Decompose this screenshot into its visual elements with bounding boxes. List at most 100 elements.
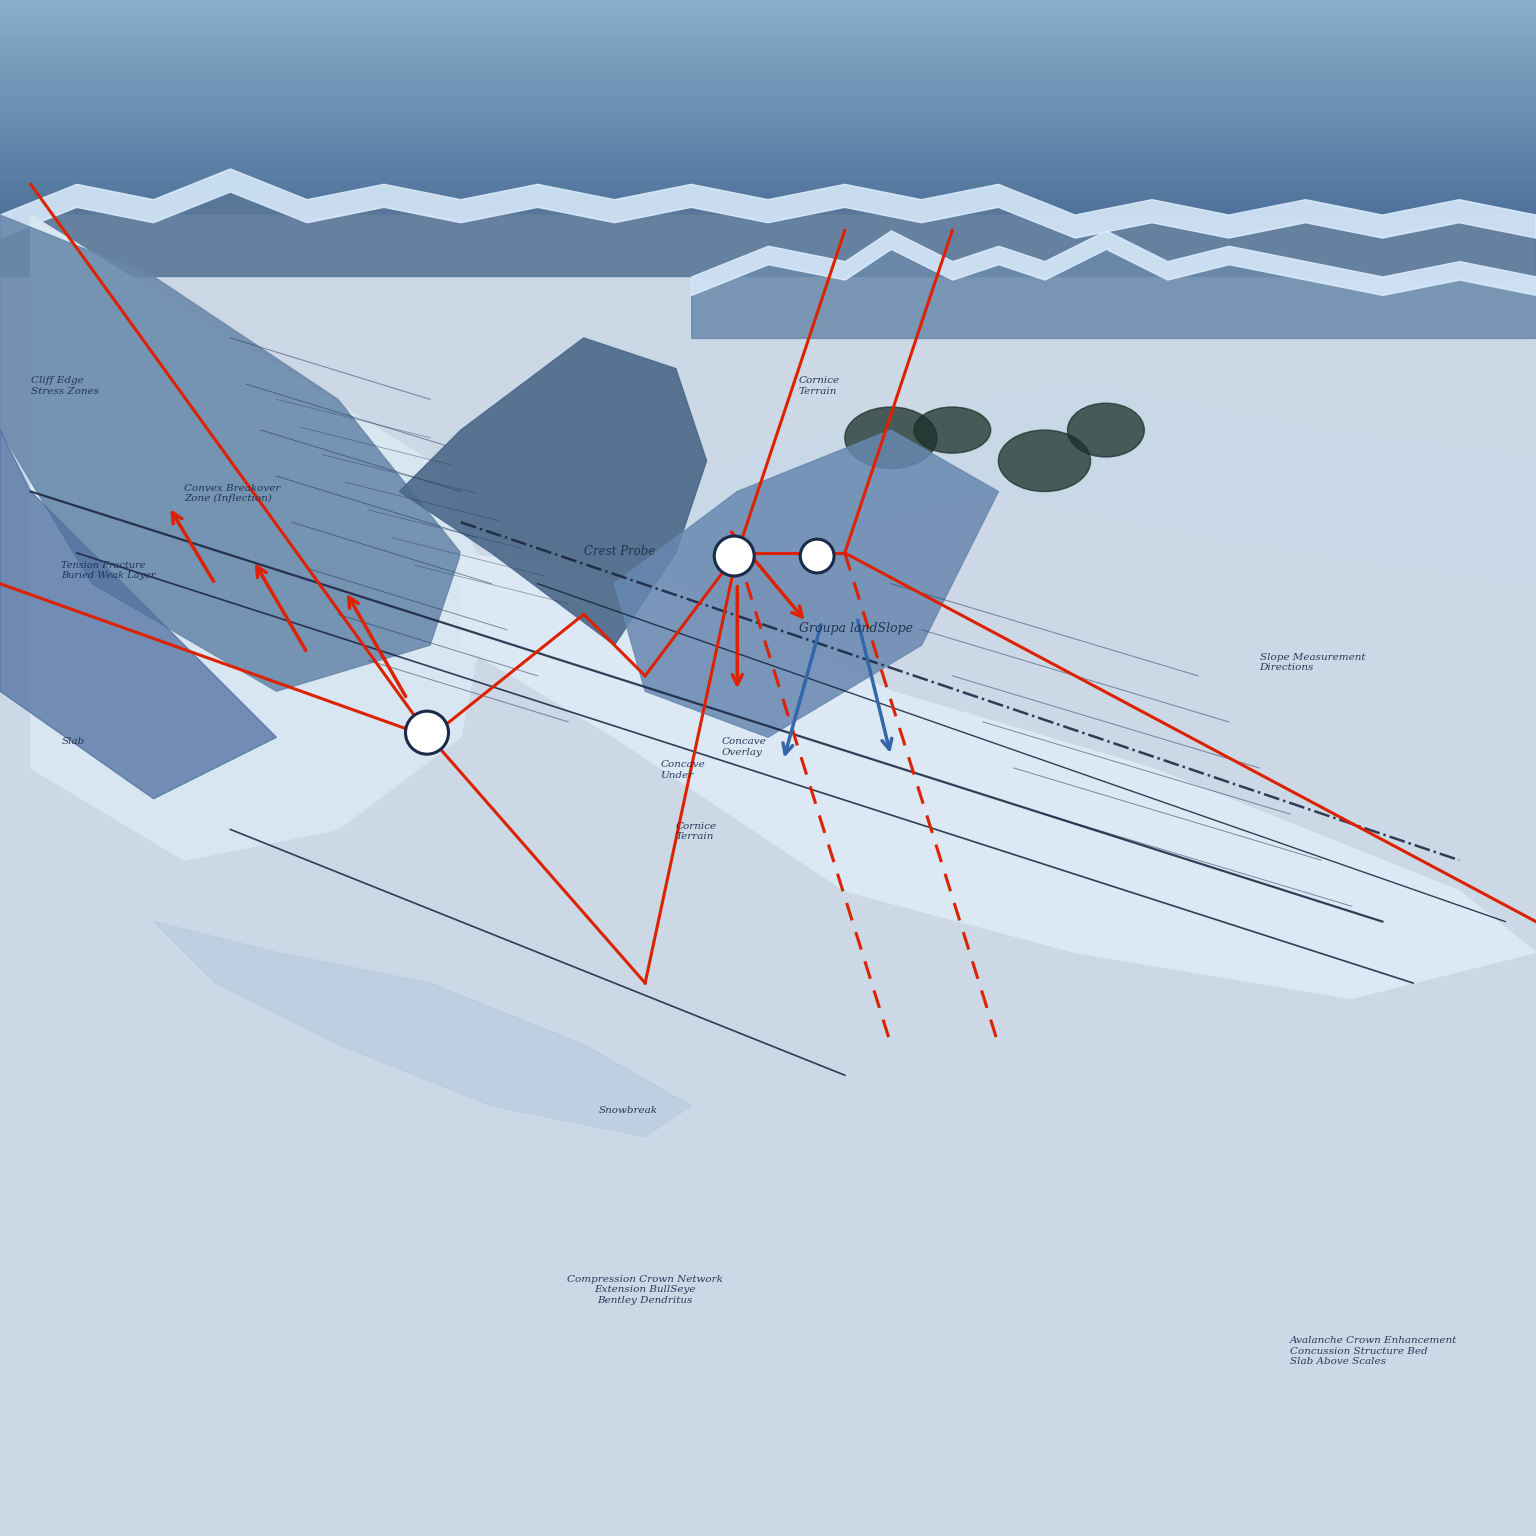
Ellipse shape — [845, 407, 937, 468]
Bar — [0, 181, 1536, 184]
Bar — [0, 198, 1536, 201]
Text: Snowbreak: Snowbreak — [599, 1106, 657, 1115]
Bar — [0, 26, 1536, 29]
Polygon shape — [645, 384, 1536, 614]
Bar — [0, 227, 1536, 230]
Bar — [0, 118, 1536, 121]
Circle shape — [406, 711, 449, 754]
Bar — [0, 40, 1536, 43]
Bar — [0, 155, 1536, 158]
Text: Avalanche Crown Enhancement
Concussion Structure Bed
Slab Above Scales: Avalanche Crown Enhancement Concussion S… — [1290, 1336, 1458, 1366]
Bar — [0, 214, 1536, 217]
Bar — [0, 89, 1536, 92]
Bar — [0, 151, 1536, 152]
Circle shape — [714, 536, 754, 576]
Bar — [0, 174, 1536, 175]
Polygon shape — [0, 430, 276, 799]
Text: Cornice
Terrain: Cornice Terrain — [799, 376, 840, 396]
Text: Groupa landSlope: Groupa landSlope — [799, 622, 912, 634]
Bar — [0, 46, 1536, 49]
Bar — [0, 124, 1536, 127]
Bar — [0, 66, 1536, 69]
Circle shape — [800, 539, 834, 573]
Bar — [0, 9, 1536, 12]
Bar — [0, 109, 1536, 112]
Bar — [0, 17, 1536, 20]
Bar — [0, 69, 1536, 72]
Bar — [0, 217, 1536, 220]
Polygon shape — [0, 215, 461, 691]
Polygon shape — [614, 430, 998, 737]
Bar — [0, 175, 1536, 178]
Bar — [0, 115, 1536, 118]
Bar — [0, 83, 1536, 86]
Bar — [0, 220, 1536, 221]
Bar — [0, 158, 1536, 161]
Bar — [0, 29, 1536, 32]
Bar — [0, 170, 1536, 174]
Bar — [0, 201, 1536, 204]
Text: Concave
Under: Concave Under — [660, 760, 705, 780]
Polygon shape — [461, 553, 1536, 998]
Bar — [0, 207, 1536, 210]
Bar — [0, 204, 1536, 207]
Bar — [0, 224, 1536, 227]
Bar — [0, 43, 1536, 46]
Bar — [0, 161, 1536, 164]
Bar — [0, 92, 1536, 95]
Text: Cliff Edge
Stress Zones: Cliff Edge Stress Zones — [31, 376, 98, 396]
Polygon shape — [31, 215, 492, 860]
Bar — [0, 58, 1536, 60]
Bar — [0, 106, 1536, 109]
Bar — [0, 129, 1536, 132]
Bar — [0, 141, 1536, 144]
Bar — [0, 72, 1536, 75]
Bar — [0, 210, 1536, 214]
Bar — [0, 60, 1536, 63]
Text: Compression Crown Network
Extension BullSeye
Bentley Dendritus: Compression Crown Network Extension Bull… — [567, 1275, 723, 1304]
Text: Tension Fracture
Buried Weak Layer: Tension Fracture Buried Weak Layer — [61, 561, 155, 581]
Text: Crest Probe: Crest Probe — [584, 545, 654, 558]
Bar — [0, 138, 1536, 141]
Ellipse shape — [998, 430, 1091, 492]
Bar — [0, 86, 1536, 89]
Bar — [0, 52, 1536, 55]
Bar — [0, 37, 1536, 40]
Bar — [0, 178, 1536, 181]
Bar — [0, 14, 1536, 17]
Polygon shape — [399, 338, 707, 645]
Bar — [0, 197, 1536, 198]
Bar — [0, 184, 1536, 187]
Text: Slope Measurement
Directions: Slope Measurement Directions — [1260, 653, 1366, 673]
Ellipse shape — [1068, 402, 1144, 458]
Bar — [0, 6, 1536, 9]
Ellipse shape — [914, 407, 991, 453]
Bar — [0, 144, 1536, 147]
Bar — [0, 112, 1536, 115]
Polygon shape — [154, 922, 691, 1137]
Bar — [0, 32, 1536, 34]
Bar — [0, 152, 1536, 155]
Bar — [0, 101, 1536, 104]
Bar — [0, 12, 1536, 14]
Bar — [0, 164, 1536, 167]
Bar — [0, 132, 1536, 135]
Bar — [0, 135, 1536, 138]
Text: Slab: Slab — [61, 737, 84, 746]
Bar — [0, 3, 1536, 6]
Bar — [0, 20, 1536, 23]
Text: Concave
Overlay: Concave Overlay — [722, 737, 766, 757]
Bar — [0, 221, 1536, 224]
Bar — [0, 95, 1536, 98]
Bar — [0, 23, 1536, 26]
Polygon shape — [0, 860, 1536, 1536]
Bar — [0, 78, 1536, 80]
Text: Cornice
Terrain: Cornice Terrain — [676, 822, 717, 842]
Bar — [0, 98, 1536, 101]
Text: Convex Breakover
Zone (Inflection): Convex Breakover Zone (Inflection) — [184, 484, 281, 504]
Bar — [0, 80, 1536, 83]
Bar — [0, 194, 1536, 197]
Bar — [0, 63, 1536, 66]
Bar — [0, 75, 1536, 78]
Bar — [0, 147, 1536, 151]
